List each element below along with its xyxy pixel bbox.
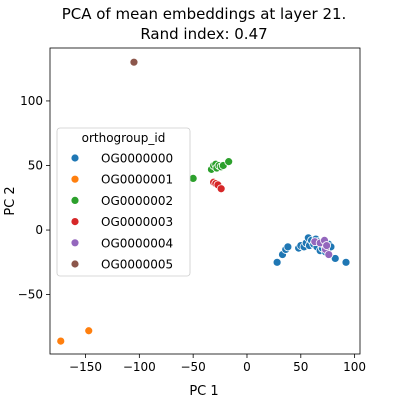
data-point [322, 241, 332, 250]
chart-subtitle: Rand index: 0.47 [140, 25, 267, 43]
x-axis: −150 −100 −50 0 50 100 [69, 354, 366, 374]
legend-marker [70, 217, 80, 227]
data-point [224, 157, 234, 167]
series-OG0000004 [310, 235, 334, 259]
legend-title: orthogroup_id [82, 131, 166, 145]
x-tick-label: 100 [343, 360, 366, 374]
legend-label: OG0000002 [101, 194, 173, 208]
x-tick-label: −150 [69, 360, 102, 374]
legend-label: OG0000000 [101, 152, 173, 166]
data-point [324, 250, 334, 259]
series-OG0000001 [56, 326, 94, 346]
series-OG0000002 [188, 157, 234, 183]
legend-marker [70, 238, 80, 248]
legend-marker [70, 174, 80, 184]
y-tick-label: 0 [35, 223, 43, 237]
data-point [129, 57, 139, 67]
y-tick-label: 100 [20, 94, 43, 108]
series-OG0000005 [129, 57, 139, 67]
legend-label: OG0000005 [101, 258, 173, 272]
data-point [272, 257, 282, 267]
x-tick-label: 0 [243, 360, 251, 374]
legend-label: OG0000004 [101, 236, 173, 250]
legend-marker [70, 259, 80, 269]
legend-label: OG0000001 [101, 173, 173, 187]
y-axis: −50 0 50 100 [18, 94, 50, 302]
data-point [283, 242, 293, 252]
data-point [84, 326, 94, 336]
y-tick-label: −50 [18, 288, 43, 302]
data-point [341, 257, 351, 267]
x-axis-label: PC 1 [189, 384, 218, 399]
legend-label: OG0000003 [101, 215, 173, 229]
data-point [216, 184, 226, 194]
data-point [56, 336, 66, 346]
legend-box [56, 127, 191, 277]
y-axis-label: PC 2 [3, 186, 18, 215]
x-tick-label: −50 [180, 360, 205, 374]
series-OG0000003 [209, 177, 226, 194]
x-tick-label: 50 [293, 360, 308, 374]
legend: orthogroup_id OG0000000 OG0000001 OG0000002… [56, 127, 191, 277]
legend-marker [70, 153, 80, 163]
plot-frame [49, 47, 361, 355]
data-point [330, 254, 340, 263]
data-points-layer [56, 57, 351, 346]
legend-marker [70, 195, 80, 205]
x-tick-label: −100 [123, 360, 156, 374]
y-tick-label: 50 [28, 158, 43, 172]
chart-title: PCA of mean embeddings at layer 21. [62, 5, 347, 23]
